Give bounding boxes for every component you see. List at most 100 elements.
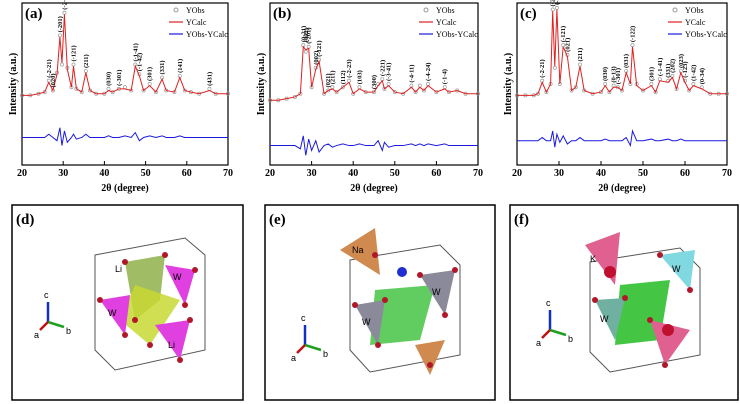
y-axis-label: Intensity (a.u.) [8, 53, 19, 116]
atom [662, 324, 674, 336]
peak-label: (1-42) [690, 65, 697, 81]
axis-label: c [546, 298, 551, 308]
legend-label: YObs [436, 6, 455, 15]
structure-d: (d) Li W W Li c a b [11, 204, 244, 401]
obs-point [340, 85, 345, 90]
x-tick-label: 30 [554, 168, 564, 179]
obs-point [71, 62, 76, 67]
x-tick-label: 50 [390, 168, 400, 179]
atom-label: W [432, 287, 441, 297]
legend-label: YCalc [436, 18, 457, 27]
atom-label: K [590, 254, 596, 264]
x-tick-label: 30 [58, 168, 68, 179]
peak-label: (-2-23) [346, 59, 353, 77]
polyhedron [660, 250, 695, 290]
peak-label: (-121) [71, 45, 78, 61]
obs-point [421, 88, 426, 93]
polyhedron [650, 320, 690, 365]
obs-point [334, 90, 339, 95]
atom [604, 266, 616, 278]
series-line [517, 129, 727, 148]
peak-label: (-201) [550, 0, 557, 6]
peak-label: (-123) [682, 62, 689, 78]
peak-label: (-3-41) [386, 63, 393, 81]
x-tick-label: 40 [348, 168, 358, 179]
x-tick-label: 70 [722, 168, 732, 179]
obs-point [62, 10, 67, 15]
atom-label: W [108, 308, 117, 318]
y-axis-label: Intensity (a.u.) [256, 53, 267, 116]
peak-label: (-1-4) [442, 69, 449, 84]
peak-label: (301) [147, 67, 154, 81]
peak-label: (020) [50, 73, 57, 87]
x-tick-label: 60 [431, 168, 441, 179]
obs-point [153, 90, 158, 95]
peak-label: (331) [665, 64, 672, 78]
axis-label: c [301, 313, 306, 323]
x-tick-label: 70 [223, 168, 233, 179]
peak-label: (0-21) [300, 26, 307, 42]
peak-label: (431) [206, 72, 213, 86]
peak-label: (-122) [630, 26, 637, 42]
cell [589, 247, 701, 373]
peak-label: (211) [83, 54, 90, 68]
axis-label: c [44, 290, 49, 300]
peak-label: (0-34) [699, 68, 706, 84]
x-axis-label: 2θ (degree) [598, 183, 646, 194]
series-line [270, 135, 478, 156]
peak-label: (103) [356, 70, 363, 84]
x-axis-label: 2θ (degree) [350, 183, 398, 194]
structure-f: (f) K W W c a b [509, 204, 739, 401]
x-axis-label: 2θ (degree) [101, 183, 149, 194]
panel-label: (a) [25, 6, 43, 22]
peak-label: (-2-21) [46, 59, 53, 77]
legend-label: YObs-YCalc [186, 30, 228, 39]
legend-symbol [173, 7, 179, 13]
peak-label: (021) [564, 38, 571, 52]
peak-label: (002) [313, 51, 320, 65]
atom-label: Li [168, 340, 175, 350]
peak-label: (300) [371, 75, 378, 89]
series-line [22, 14, 228, 96]
peak-label: (-121) [316, 40, 323, 56]
polyhedron [155, 320, 190, 360]
peak-label: (-2-22) [554, 0, 561, 5]
polyhedron [120, 285, 180, 345]
peak-label: (031) [623, 54, 630, 68]
peak-label: (002) [303, 28, 310, 42]
peak-label: (211) [577, 48, 584, 62]
peak-label: (141) [177, 59, 184, 73]
atom-label: W [362, 317, 371, 327]
atom [397, 267, 407, 277]
obs-point [60, 62, 64, 67]
series-line [22, 127, 228, 146]
atoms [592, 252, 693, 368]
x-tick-label: 40 [596, 168, 606, 179]
series-line [517, 9, 727, 96]
obs-point [550, 7, 555, 12]
obs-point [607, 90, 612, 95]
obs-point [326, 88, 331, 93]
axis-label: a [291, 353, 296, 363]
peak-label: (202) [669, 59, 676, 73]
x-tick-label: 60 [680, 168, 690, 179]
obs-point [110, 90, 115, 95]
peak-label: (-2-21) [539, 59, 546, 77]
plot-frame [516, 2, 728, 166]
polyhedron [100, 295, 130, 335]
obs-point [434, 90, 439, 95]
peak-label: (-201) [57, 16, 64, 32]
atom-label: Na [352, 245, 364, 255]
plot-frame [21, 2, 229, 166]
polyhedron [165, 265, 195, 305]
atom-label: Li [115, 264, 122, 274]
legend-label: YObs [186, 6, 205, 15]
obs-point [554, 5, 559, 10]
panel-label: (d) [16, 212, 34, 228]
obs-point [653, 90, 658, 95]
peak-label: (-221) [379, 60, 386, 76]
peak-label: (021) [325, 73, 332, 87]
peak-label: (023) [678, 54, 685, 68]
peak-label: (-2-22) [61, 0, 68, 10]
